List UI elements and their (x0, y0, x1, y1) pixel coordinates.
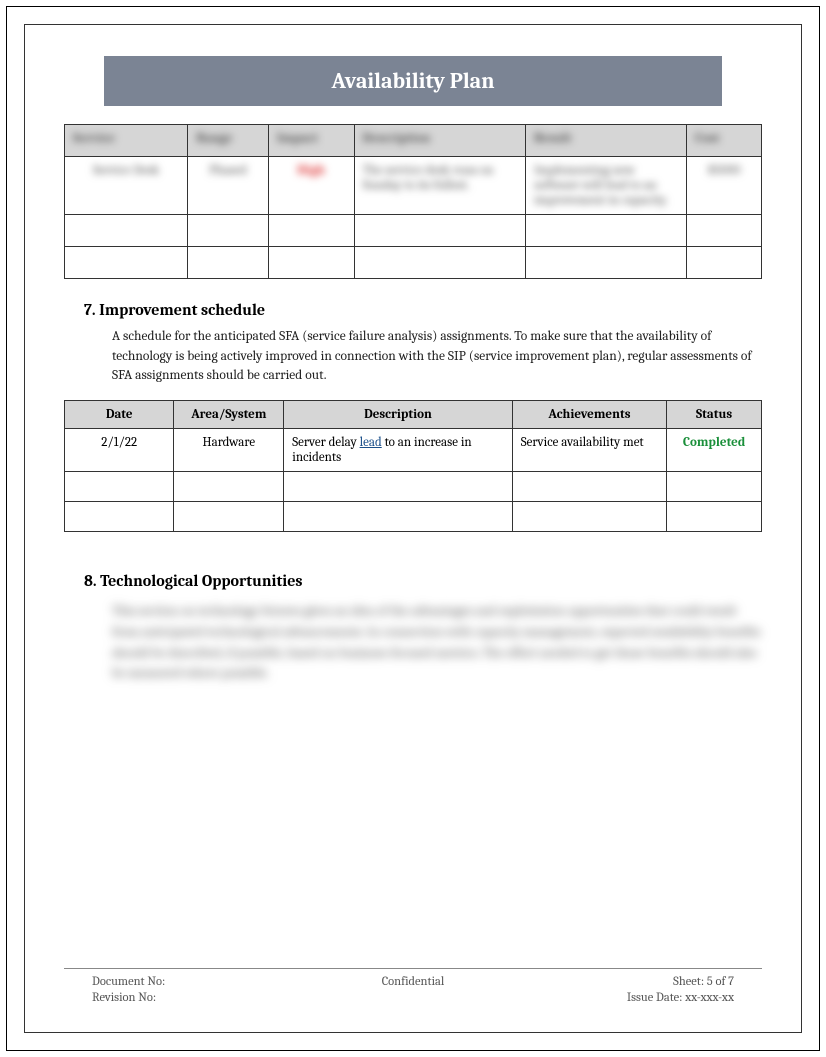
cell-ach: Service availability met (512, 428, 666, 471)
th-result: Result (534, 131, 571, 146)
desc-pre: Server delay (292, 435, 359, 450)
table-row: 2/1/22 Hardware Server delay lead to an … (65, 428, 762, 471)
cell-description: The service desk runs on Sunday to its f… (363, 163, 494, 193)
cell-impact: High (297, 163, 325, 178)
cell-cost: $5000 (708, 163, 741, 178)
cell-result: Implementing new software will lead to a… (534, 163, 667, 208)
th-status: Status (667, 400, 762, 428)
th-date: Date (65, 400, 174, 428)
footer-confidential: Confidential (306, 975, 520, 989)
section-8-blurred-paragraph: This section on technology futures gives… (112, 602, 762, 686)
th-ach: Achievements (512, 400, 666, 428)
page-content: Availability Plan Service Range Impact D… (64, 56, 762, 1017)
cell-service: Service Desk (93, 163, 159, 178)
th-cost: Cost (695, 131, 719, 146)
th-impact: Impact (277, 131, 318, 146)
section-8-heading: 8. Technological Opportunities (84, 572, 762, 590)
th-service: Service (73, 131, 115, 146)
footer-sheet: Sheet: 5 of 7 (520, 975, 734, 989)
th-area: Area/System (174, 400, 284, 428)
desc-link: lead (360, 435, 382, 450)
footer-revision: Revision No: (92, 991, 306, 1005)
cell-area: Hardware (174, 428, 284, 471)
top-summary-table: Service Range Impact Description Result … (64, 124, 762, 279)
page-footer: Document No: Confidential Sheet: 5 of 7 … (64, 968, 762, 1005)
th-description: Description (363, 131, 431, 146)
cell-desc: Server delay lead to an increase in inci… (284, 428, 513, 471)
footer-issue-date: Issue Date: xx-xxx-xx (520, 991, 734, 1005)
cell-status: Completed (667, 428, 762, 471)
table-row (65, 471, 762, 501)
section-7-paragraph: A schedule for the anticipated SFA (serv… (112, 327, 762, 386)
cell-range: Phased (209, 163, 247, 178)
section-7-heading: 7. Improvement schedule (84, 301, 762, 319)
improvement-schedule-table: Date Area/System Description Achievement… (64, 400, 762, 532)
th-desc: Description (284, 400, 513, 428)
footer-doc-no: Document No: (92, 975, 306, 989)
cell-date: 2/1/22 (65, 428, 174, 471)
table-row (65, 501, 762, 531)
page-title: Availability Plan (104, 56, 722, 106)
th-range: Range (196, 131, 232, 146)
